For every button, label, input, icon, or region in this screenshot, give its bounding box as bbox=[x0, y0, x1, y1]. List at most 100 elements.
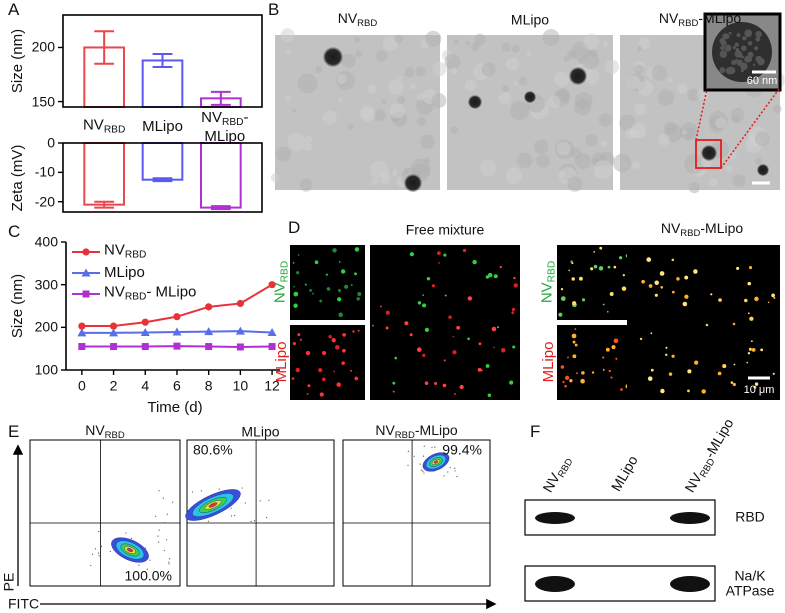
channel-label: NVRBD bbox=[538, 261, 559, 304]
x-tick-label: 6 bbox=[173, 377, 181, 394]
spot bbox=[750, 340, 753, 343]
spot bbox=[326, 287, 331, 291]
event bbox=[98, 555, 100, 557]
spot bbox=[609, 292, 614, 296]
spot bbox=[336, 382, 341, 387]
marker bbox=[236, 343, 244, 351]
texture bbox=[583, 33, 600, 51]
texture bbox=[735, 48, 740, 52]
texture bbox=[634, 103, 647, 116]
spot bbox=[747, 352, 751, 355]
spot bbox=[511, 311, 515, 315]
spot bbox=[422, 303, 427, 308]
spot bbox=[744, 298, 748, 303]
texture bbox=[625, 127, 637, 139]
spot bbox=[513, 283, 518, 288]
spot bbox=[671, 258, 675, 262]
spot bbox=[722, 364, 727, 369]
event bbox=[434, 446, 436, 448]
texture bbox=[668, 77, 674, 83]
texture bbox=[719, 67, 726, 74]
texture bbox=[287, 132, 306, 151]
marker bbox=[205, 343, 213, 351]
event bbox=[443, 475, 445, 477]
texture bbox=[299, 178, 313, 192]
legend-label: NVRBD bbox=[104, 242, 146, 262]
spot bbox=[354, 247, 360, 252]
texture bbox=[687, 88, 700, 102]
spot bbox=[560, 365, 565, 369]
texture bbox=[392, 171, 397, 177]
event bbox=[234, 514, 236, 516]
texture bbox=[355, 50, 363, 58]
texture bbox=[722, 33, 729, 40]
texture bbox=[734, 42, 739, 47]
texture bbox=[304, 142, 313, 152]
spot bbox=[392, 381, 396, 385]
panel-title: MLipo bbox=[511, 12, 549, 28]
spot bbox=[350, 369, 353, 372]
panel-title: NVRBD bbox=[85, 423, 125, 441]
texture bbox=[510, 100, 530, 121]
texture bbox=[735, 58, 738, 62]
spot bbox=[297, 333, 301, 337]
spot bbox=[321, 377, 326, 382]
spot bbox=[613, 265, 617, 269]
spot bbox=[409, 252, 415, 257]
spot bbox=[352, 330, 355, 333]
band bbox=[670, 512, 710, 524]
event bbox=[138, 564, 140, 566]
subscript: RBD bbox=[279, 260, 291, 283]
text: NV bbox=[660, 220, 681, 237]
event bbox=[230, 507, 232, 509]
spot bbox=[619, 256, 623, 260]
plot-frame bbox=[62, 14, 263, 108]
texture bbox=[730, 107, 745, 122]
spot bbox=[422, 353, 426, 357]
texture bbox=[371, 178, 379, 186]
panel-title: NVRBD-MLipo bbox=[659, 11, 741, 29]
spot bbox=[512, 345, 516, 349]
spot bbox=[478, 342, 482, 346]
marker bbox=[109, 322, 118, 330]
spot bbox=[771, 293, 775, 298]
texture bbox=[498, 92, 511, 105]
spot bbox=[694, 360, 699, 365]
texture bbox=[732, 173, 746, 188]
texture bbox=[684, 154, 704, 174]
spot bbox=[748, 347, 752, 351]
spot bbox=[613, 338, 619, 344]
spot bbox=[442, 383, 447, 388]
spot bbox=[338, 289, 341, 292]
text: NV bbox=[538, 282, 556, 304]
spot bbox=[602, 356, 605, 359]
event bbox=[169, 558, 171, 560]
texture bbox=[425, 30, 442, 48]
panel-title: Free mixture bbox=[405, 221, 485, 238]
texture bbox=[600, 140, 608, 147]
texture bbox=[284, 94, 292, 102]
texture bbox=[389, 103, 405, 119]
spot bbox=[602, 303, 605, 306]
panel-title: MLipo bbox=[241, 424, 279, 440]
spot bbox=[665, 346, 668, 349]
error-bar bbox=[152, 177, 173, 183]
texture bbox=[388, 79, 405, 95]
marker bbox=[205, 303, 213, 311]
spot bbox=[668, 372, 673, 376]
spot bbox=[753, 385, 757, 389]
spot bbox=[424, 327, 429, 332]
spot bbox=[356, 297, 360, 301]
texture bbox=[354, 37, 361, 43]
texture bbox=[634, 64, 645, 75]
spot bbox=[671, 290, 675, 294]
event bbox=[165, 539, 168, 541]
event bbox=[191, 491, 194, 493]
spot bbox=[342, 348, 346, 353]
spot bbox=[733, 363, 736, 366]
spot bbox=[593, 251, 596, 253]
y-tick-label: 0 bbox=[47, 134, 55, 151]
spot bbox=[570, 260, 573, 264]
spot bbox=[705, 323, 709, 327]
marker bbox=[140, 327, 150, 336]
